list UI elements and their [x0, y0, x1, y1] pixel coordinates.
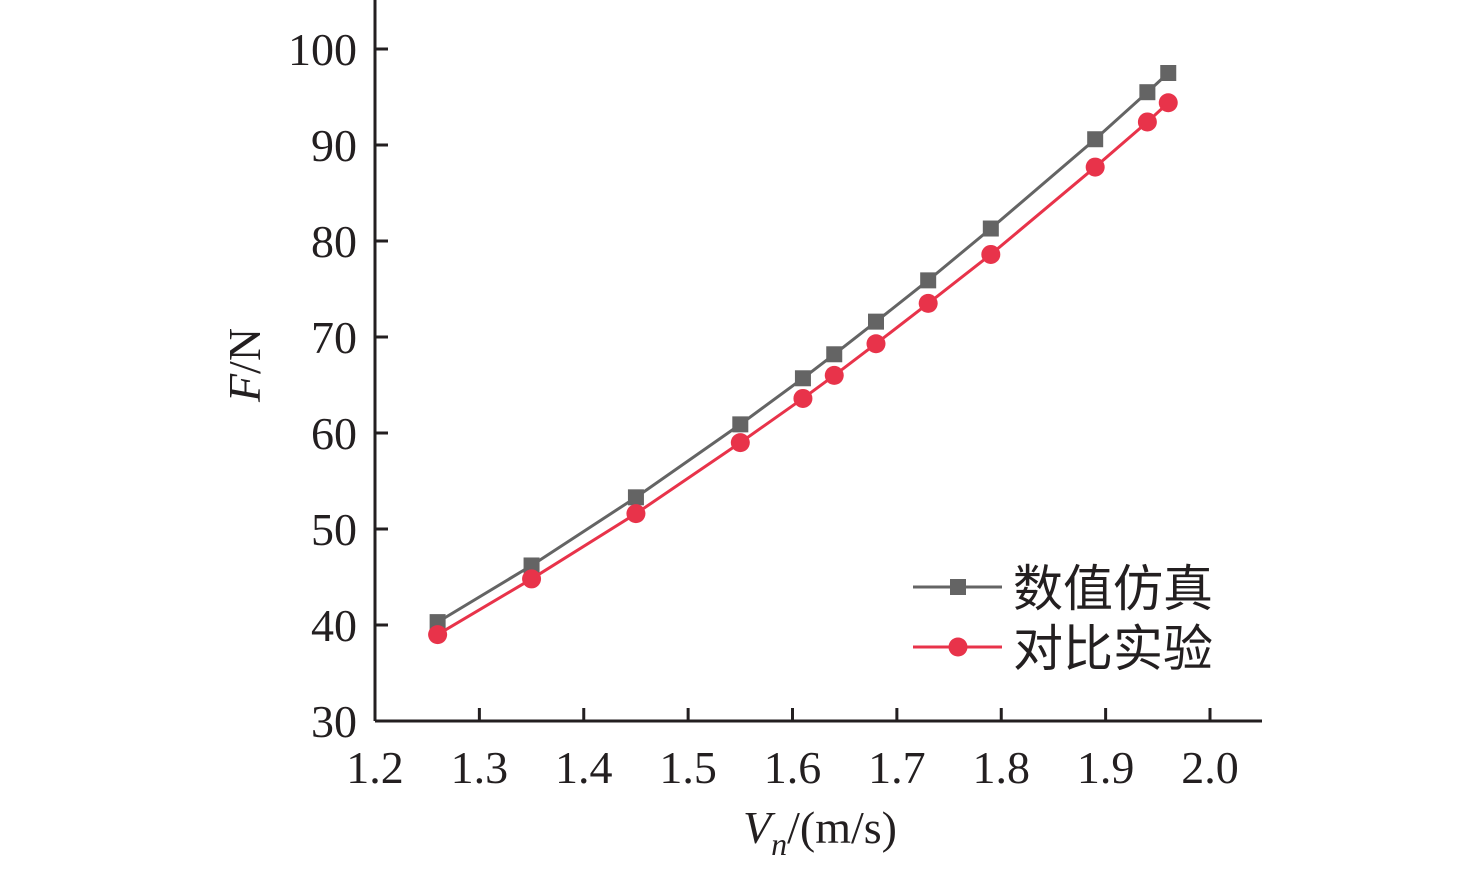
y-tick-label: 90: [311, 120, 357, 171]
y-tick-label: 70: [311, 312, 357, 363]
data-point-circle: [522, 569, 542, 589]
data-point-circle: [824, 365, 844, 385]
data-point-square: [1139, 84, 1156, 101]
data-point-circle: [918, 293, 938, 313]
data-point-square: [1160, 65, 1177, 81]
data-point-circle: [730, 433, 750, 453]
legend-marker-circle: [948, 637, 968, 657]
y-tick-label: 60: [311, 408, 357, 459]
legend-label: 对比实验: [1013, 620, 1213, 678]
data-point-square: [868, 313, 884, 330]
data-point-square: [627, 489, 644, 506]
data-point-circle: [1158, 93, 1178, 113]
data-point-square: [920, 272, 937, 289]
y-tick-label: 30: [311, 696, 357, 747]
x-tick-label: 1.3: [451, 742, 509, 793]
data-point-square: [982, 220, 999, 237]
x-tick-label: 1.8: [973, 742, 1031, 793]
data-point-circle: [428, 625, 448, 645]
data-point-circle: [981, 244, 1001, 264]
x-tick-label: 1.9: [1077, 742, 1135, 793]
data-point-circle: [866, 334, 886, 354]
y-tick-label: 80: [311, 216, 357, 267]
legend-label: 数值仿真: [1013, 560, 1213, 618]
series-line: [436, 71, 1170, 624]
series-line: [436, 101, 1170, 636]
data-point-circle: [1085, 157, 1105, 177]
data-point-square: [732, 416, 749, 433]
legend-marker-square: [950, 579, 966, 595]
data-point-square: [1087, 131, 1104, 148]
y-tick-label: 40: [311, 600, 357, 651]
x-tick-label: 1.4: [555, 742, 613, 793]
y-tick-label: 100: [288, 24, 357, 75]
x-axis-label: Vn/(m/s): [743, 802, 897, 862]
data-point-square: [826, 346, 843, 363]
x-tick-label: 1.7: [868, 742, 926, 793]
data-point-circle: [1137, 112, 1157, 132]
axes: [373, 0, 1262, 723]
data-point-square: [794, 370, 811, 387]
x-tick-label: 1.2: [346, 742, 404, 793]
y-axis-label: F/N: [219, 328, 270, 403]
data-point-circle: [626, 504, 646, 524]
data-point-circle: [793, 388, 813, 408]
x-tick-label: 1.5: [659, 742, 717, 793]
data-point-square: [523, 557, 540, 574]
y-tick-label: 50: [311, 504, 357, 555]
x-tick-label: 2.0: [1181, 742, 1239, 793]
x-tick-label: 1.6: [764, 742, 822, 793]
